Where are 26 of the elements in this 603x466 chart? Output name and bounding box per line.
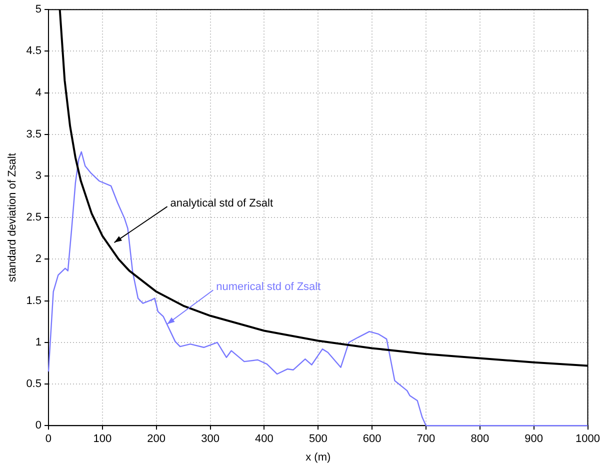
x-tick-label: 900 bbox=[524, 433, 544, 446]
y-tick-label: 5 bbox=[35, 4, 42, 16]
x-tick-label: 600 bbox=[362, 433, 382, 446]
y-tick-label: 1 bbox=[35, 336, 42, 348]
y-tick-label: 0.5 bbox=[26, 378, 42, 390]
y-axis-title: standard deviation of Zsalt bbox=[6, 153, 19, 282]
x-axis-title: x (m) bbox=[306, 451, 331, 464]
y-tick-label: 4.5 bbox=[26, 45, 42, 58]
y-tick-label: 3 bbox=[35, 170, 42, 182]
y-tick-label: 1.5 bbox=[26, 294, 42, 307]
x-tick-label: 1000 bbox=[576, 433, 600, 446]
y-tick-label: 0 bbox=[35, 420, 42, 432]
x-tick-label: 800 bbox=[470, 433, 490, 446]
x-tick-label: 0 bbox=[45, 433, 52, 446]
x-tick-label: 100 bbox=[93, 433, 112, 446]
annotation: numerical std of Zsalt bbox=[216, 281, 321, 294]
y-tick-label: 4 bbox=[35, 86, 42, 99]
x-tick-label: 500 bbox=[308, 433, 328, 446]
x-tick-label: 700 bbox=[416, 433, 436, 446]
y-tick-label: 3.5 bbox=[26, 128, 42, 140]
y-tick-label: 2 bbox=[35, 253, 42, 266]
x-tick-label: 400 bbox=[255, 433, 274, 446]
x-tick-label: 200 bbox=[147, 433, 166, 446]
x-tick-label: 300 bbox=[201, 433, 220, 446]
y-tick-label: 2.5 bbox=[26, 212, 42, 224]
annotation: analytical std of Zsalt bbox=[170, 198, 273, 210]
